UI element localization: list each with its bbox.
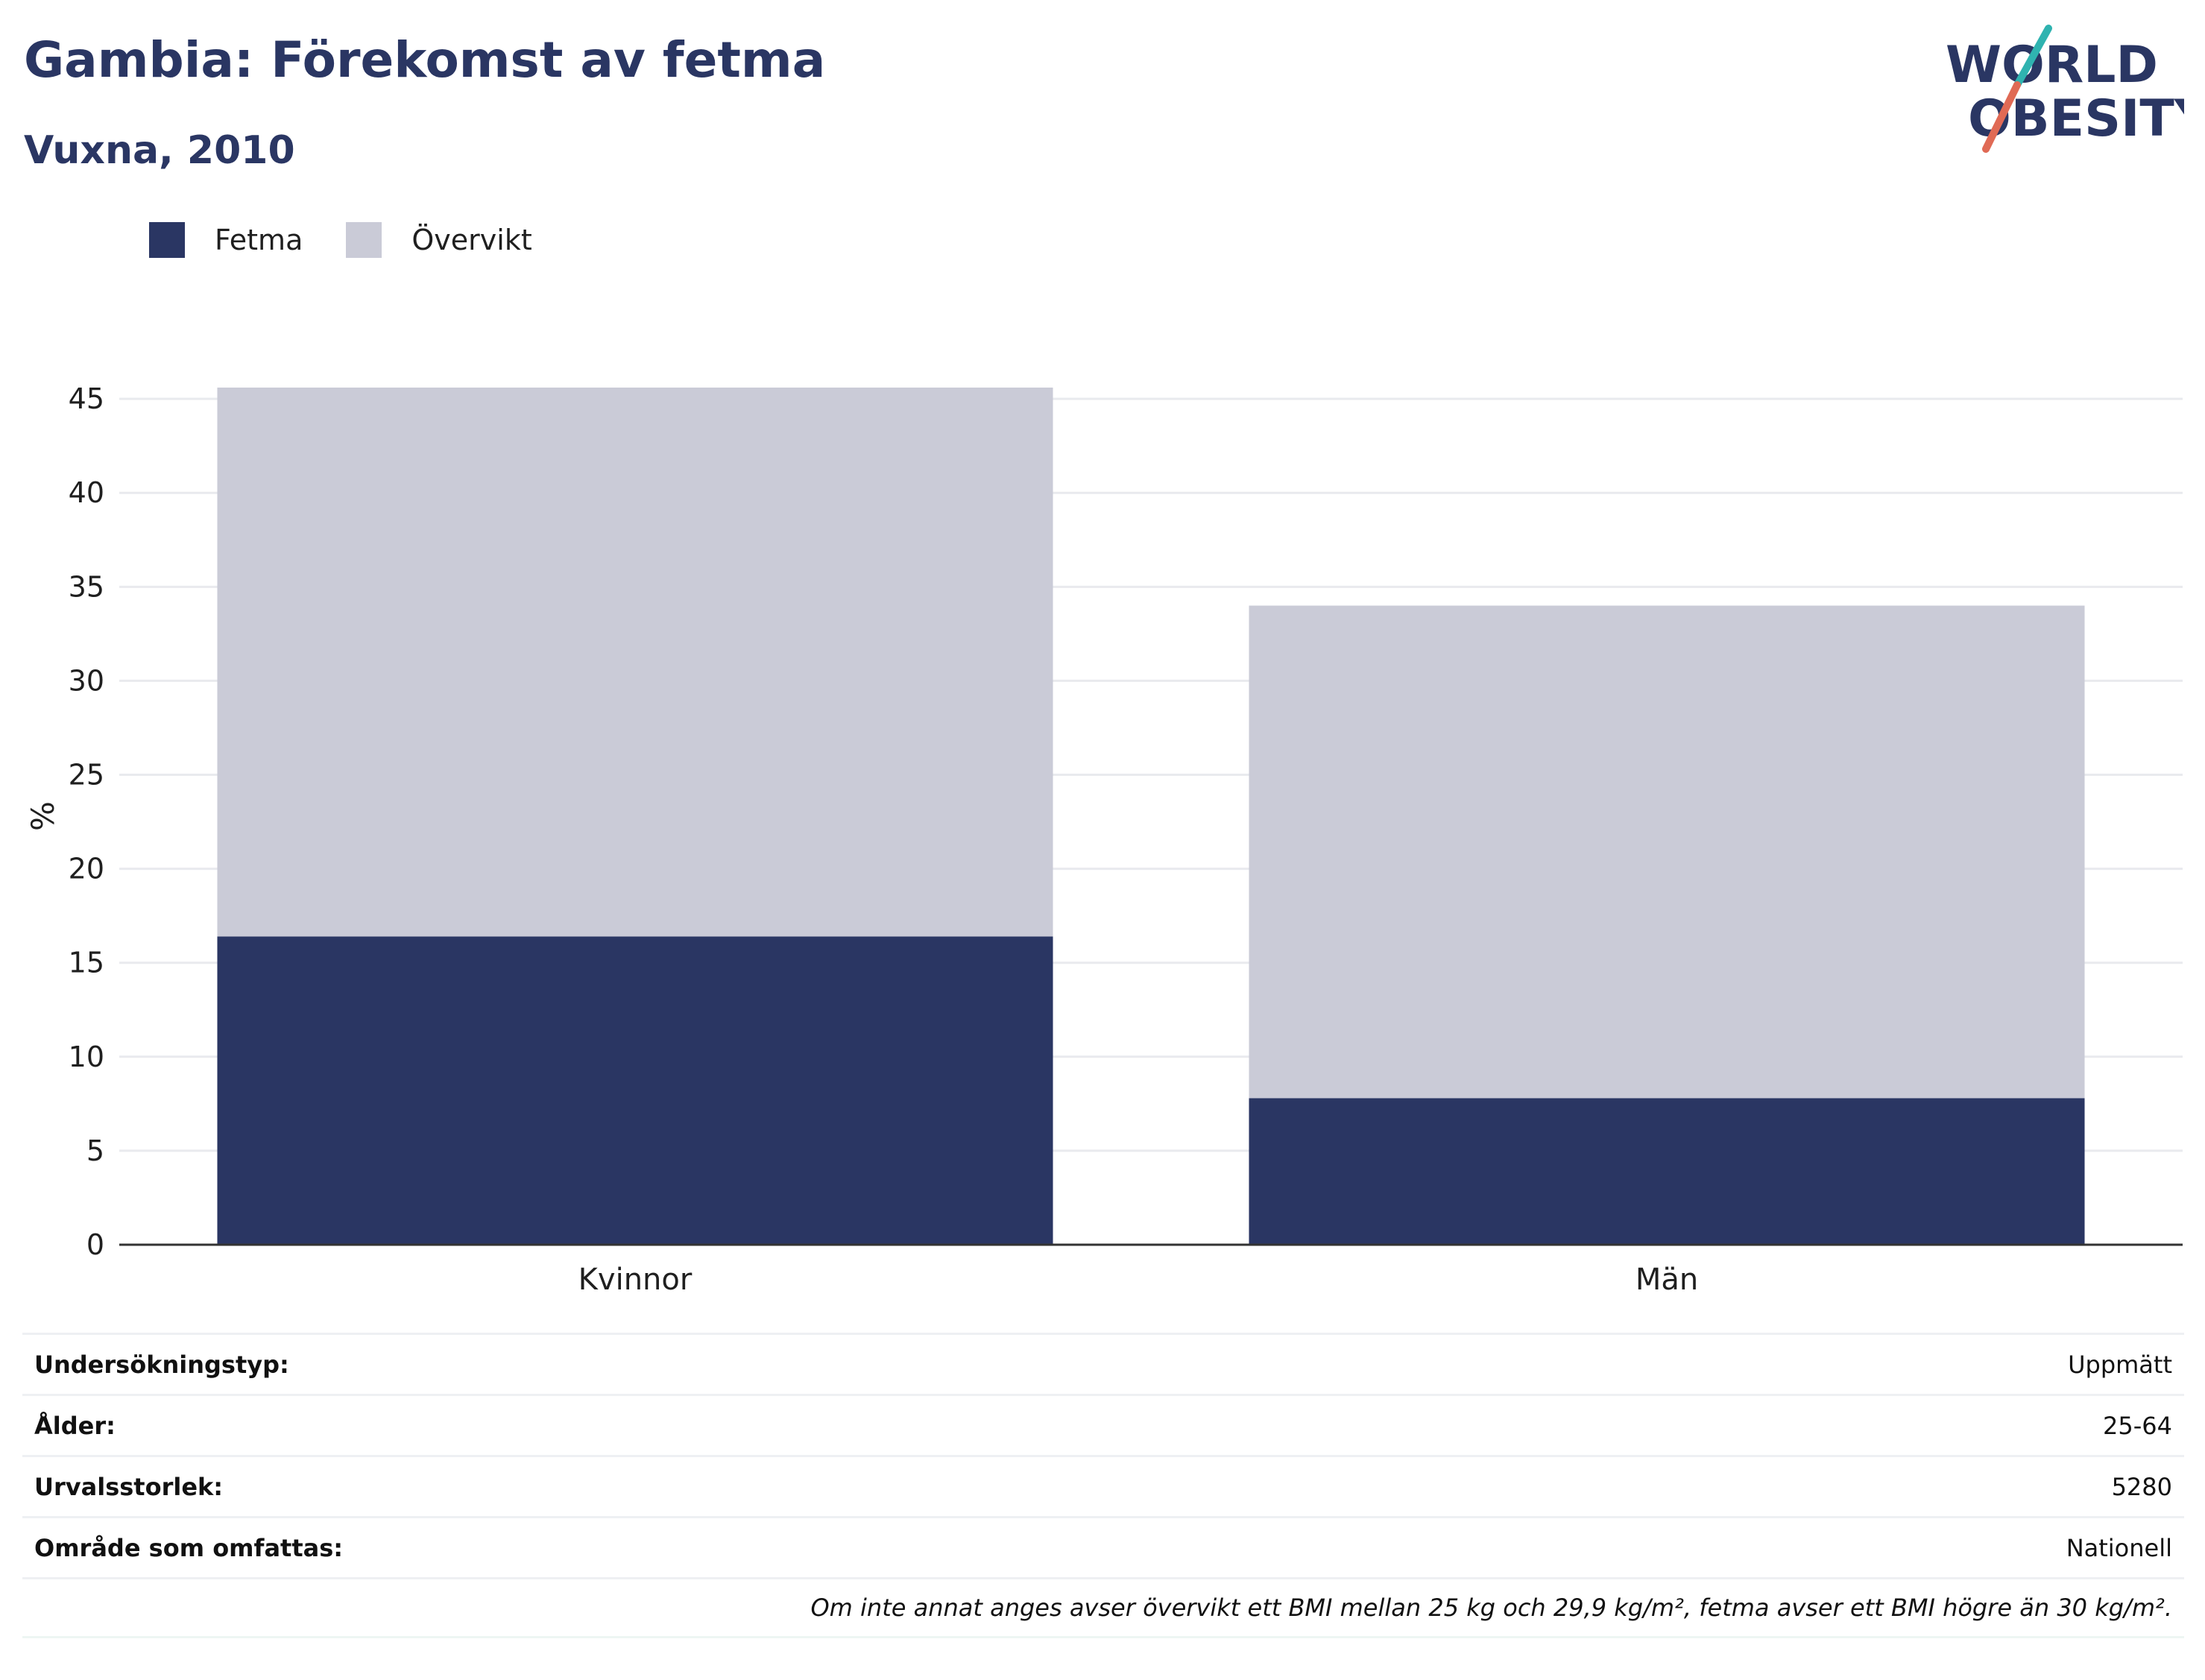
bmi-note: Om inte annat anges avser övervikt ett B… (22, 1577, 2184, 1638)
info-label: Undersökningstyp: (34, 1350, 289, 1379)
stacked-bar-chart: 0 5 10 15 20 25 30 35 40 45% Kvinnor Män (25, 388, 2183, 1297)
chart-subtitle: Vuxna, 2010 (24, 128, 295, 173)
logo-line-1: WORLD (1946, 36, 2158, 95)
world-obesity-logo: WORLD OBESITY (1946, 25, 2184, 153)
info-row: Urvalsstorlek: 5280 (22, 1455, 2184, 1516)
bar-overvikt-1[interactable] (1249, 605, 2085, 1099)
info-row: Område som omfattas: Nationell (22, 1516, 2184, 1577)
y-tick-label: 45 (69, 388, 104, 415)
x-tick-label: Män (1635, 1263, 1698, 1297)
legend-swatch-overvikt (346, 222, 382, 258)
y-tick-label: 25 (69, 759, 104, 792)
info-value: 5280 (2111, 1472, 2172, 1501)
y-tick-label: 5 (86, 1134, 104, 1167)
info-value: 25-64 (2103, 1411, 2172, 1440)
bar-overvikt-0[interactable] (217, 388, 1053, 937)
info-label: Ålder: (34, 1411, 116, 1440)
info-label: Område som omfattas: (34, 1533, 344, 1562)
y-tick-label: 40 (69, 476, 104, 509)
y-axis-label: % (25, 801, 61, 831)
y-tick-label: 0 (86, 1228, 104, 1261)
x-tick-label: Kvinnor (578, 1263, 693, 1297)
chart-title: Gambia: Förekomst av fetma (24, 31, 826, 89)
bmi-note-text: Om inte annat anges avser övervikt ett B… (810, 1594, 2172, 1622)
y-tick-label: 30 (69, 664, 104, 697)
info-value: Uppmätt (2068, 1350, 2172, 1379)
legend-swatch-fetma (149, 222, 185, 258)
info-table: Undersökningstyp: Uppmätt Ålder: 25-64 Urval… (22, 1333, 2184, 1638)
bar-fetma-1[interactable] (1249, 1098, 2085, 1245)
logo-slash-teal (2013, 25, 2052, 89)
logo-slash-red (1982, 81, 2021, 153)
y-tick-label: 15 (69, 947, 104, 979)
info-label: Urvalsstorlek: (34, 1472, 224, 1501)
legend-label-fetma: Fetma (215, 224, 303, 256)
legend-item-fetma[interactable]: Fetma (149, 222, 303, 258)
info-row: Undersökningstyp: Uppmätt (22, 1333, 2184, 1394)
bar-fetma-0[interactable] (217, 936, 1053, 1245)
info-row: Ålder: 25-64 (22, 1394, 2184, 1455)
info-value: Nationell (2066, 1533, 2172, 1562)
legend-item-overvikt[interactable]: Övervikt (346, 222, 532, 258)
legend-label-overvikt: Övervikt (411, 224, 532, 256)
y-tick-label: 10 (69, 1040, 104, 1073)
chart-legend: Fetma Övervikt (149, 222, 575, 258)
y-tick-label: 35 (69, 570, 104, 603)
y-tick-label: 20 (69, 853, 104, 885)
